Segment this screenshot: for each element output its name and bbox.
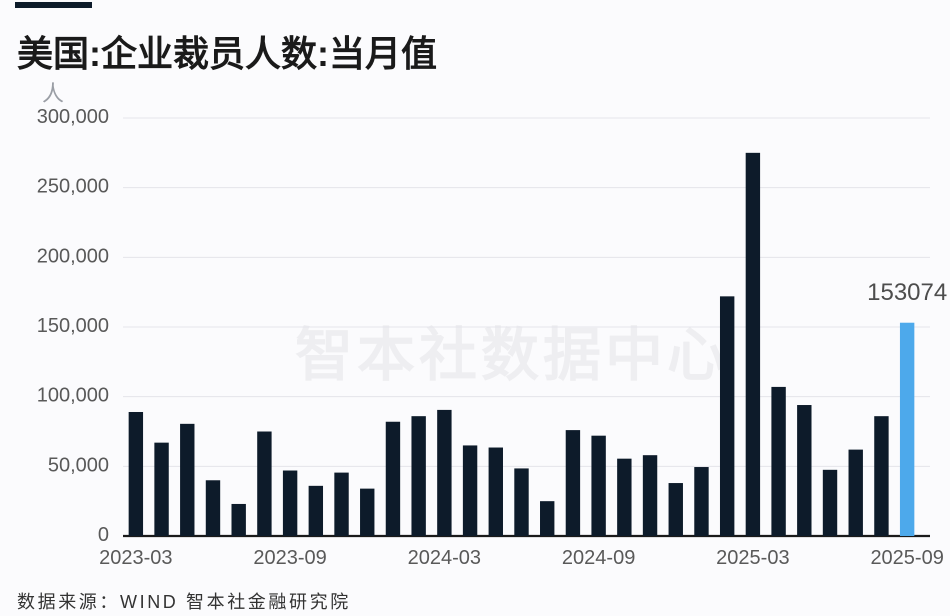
svg-text:300,000: 300,000 [37,106,109,128]
svg-text:2025-03: 2025-03 [716,547,789,569]
svg-text:2024-09: 2024-09 [562,547,635,569]
svg-text:150,000: 150,000 [37,315,109,337]
svg-text:200,000: 200,000 [37,245,109,267]
svg-text:250,000: 250,000 [37,176,109,198]
svg-text:100,000: 100,000 [37,385,109,407]
svg-text:0: 0 [98,524,109,546]
svg-text:2023-09: 2023-09 [253,547,326,569]
svg-text:2025-09: 2025-09 [870,547,943,569]
svg-text:2023-03: 2023-03 [99,547,172,569]
svg-text:2024-03: 2024-03 [408,547,481,569]
svg-text:50,000: 50,000 [48,454,109,476]
